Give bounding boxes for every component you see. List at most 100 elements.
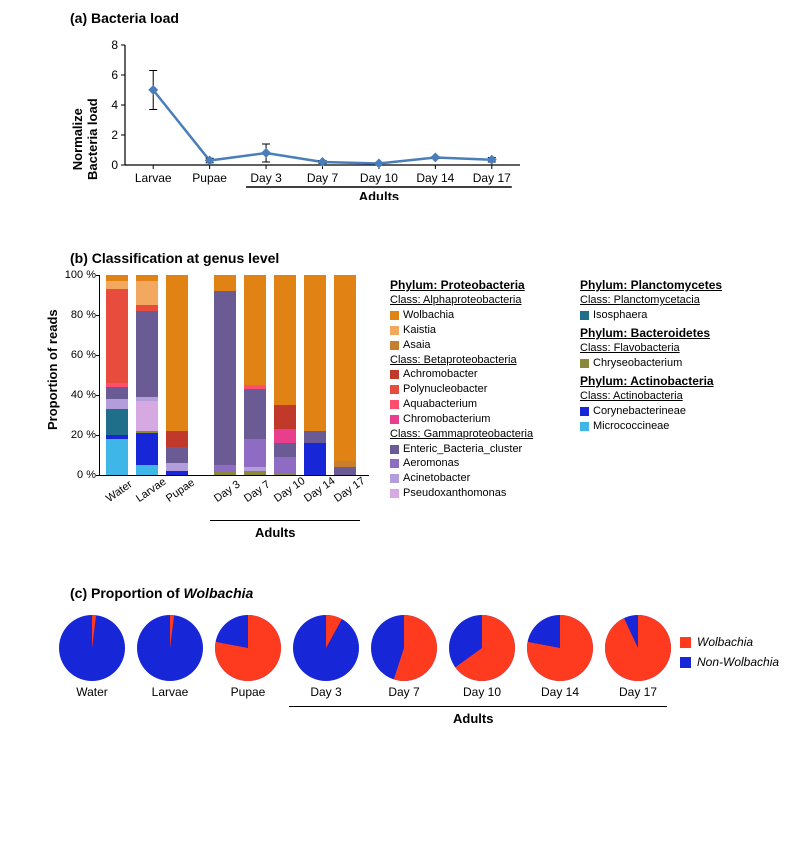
- svg-text:Day 17: Day 17: [473, 171, 511, 185]
- seg-wolbachia: [214, 275, 236, 291]
- panel-c: (c) Proportion of Wolbachia Water Larvae P…: [20, 585, 780, 825]
- legend-text: Pseudoxanthomonas: [403, 486, 506, 501]
- legend-swatch: [390, 445, 399, 454]
- legend-text: Corynebacterineae: [593, 404, 686, 419]
- seg-enteric_bacteria_cluster: [214, 291, 236, 465]
- legend-text: Chromobacterium: [403, 412, 490, 427]
- seg-enteric_bacteria_cluster: [106, 387, 128, 399]
- legend-phylum: Phylum: Bacteroidetes: [580, 325, 770, 341]
- seg-micrococcineae: [136, 465, 158, 475]
- legend-swatch: [390, 385, 399, 394]
- seg-corynebacterineae: [166, 471, 188, 475]
- svg-text:Day 14: Day 14: [416, 171, 454, 185]
- legend-class: Class: Planctomycetacia: [580, 293, 770, 308]
- seg-chryseobacterium: [274, 473, 296, 475]
- legend-class: Class: Flavobacteria: [580, 341, 770, 356]
- svg-text:Day 3: Day 3: [250, 171, 282, 185]
- legend-class: Class: Gammaproteobacteria: [390, 427, 580, 442]
- bar-label: Day 7: [242, 479, 272, 505]
- svg-text:Pupae: Pupae: [192, 171, 227, 185]
- seg-achromobacter: [274, 405, 296, 429]
- seg-enteric_bacteria_cluster: [274, 443, 296, 457]
- legend-text: Aquabacterium: [403, 397, 477, 412]
- seg-wolbachia: [304, 275, 326, 431]
- panel-b-ytick: 0 %: [62, 469, 96, 481]
- bar-label: Day 17: [332, 475, 367, 505]
- legend-item: Enteric_Bacteria_cluster: [390, 442, 580, 457]
- panel-b-ytick: 20 %: [62, 429, 96, 441]
- bar-label: Pupae: [164, 477, 197, 505]
- bar-day17: [334, 275, 356, 475]
- seg-kaistia: [136, 281, 158, 305]
- seg-enteric_bacteria_cluster: [334, 467, 356, 475]
- pie-label: Larvae: [133, 685, 207, 699]
- seg-acinetobacter: [166, 463, 188, 471]
- legend-swatch: [680, 637, 691, 648]
- seg-pseudoxanthomonas: [136, 401, 158, 431]
- svg-text:Larvae: Larvae: [135, 171, 172, 185]
- pie-label: Day 17: [601, 685, 675, 699]
- seg-chromobacterium: [274, 429, 296, 443]
- seg-aeromonas: [244, 439, 266, 467]
- legend-item: Aquabacterium: [390, 397, 580, 412]
- legend-class: Class: Betaproteobacteria: [390, 353, 580, 368]
- legend-text: Acinetobacter: [403, 471, 470, 486]
- bar-day14: [304, 275, 326, 475]
- bar-label: Larvae: [134, 476, 168, 505]
- seg-corynebacterineae: [304, 443, 326, 475]
- pie-water: Water: [55, 615, 129, 699]
- legend-item: Asaia: [390, 338, 580, 353]
- bar-water: [106, 275, 128, 475]
- legend-swatch: [580, 422, 589, 431]
- svg-text:2: 2: [111, 128, 118, 142]
- legend-swatch: [390, 474, 399, 483]
- pie-day14: Day 14: [523, 615, 597, 699]
- panel-c-title-prefix: (c) Proportion of: [70, 585, 184, 601]
- pie-label: Pupae: [211, 685, 285, 699]
- legend-text: Non-Wolbachia: [697, 655, 779, 669]
- seg-enteric_bacteria_cluster: [304, 431, 326, 443]
- legend-swatch: [680, 657, 691, 668]
- seg-wolbachia: [244, 275, 266, 385]
- legend-text: Wolbachia: [403, 308, 454, 323]
- panel-b-adults-label: Adults: [255, 525, 295, 540]
- legend-swatch: [390, 326, 399, 335]
- legend-phylum: Phylum: Proteobacteria: [390, 277, 580, 293]
- panel-a-chart: 02468LarvaePupaeDay 3Day 7Day 10Day 14Da…: [90, 40, 530, 200]
- panel-b-legend: Phylum: ProteobacteriaClass: Alphaproteo…: [390, 275, 790, 501]
- seg-enteric_bacteria_cluster: [244, 389, 266, 439]
- legend-class: Class: Alphaproteobacteria: [390, 293, 580, 308]
- panel-b-ytick: 60 %: [62, 349, 96, 361]
- legend-swatch: [580, 311, 589, 320]
- svg-text:0: 0: [111, 158, 118, 172]
- pie-label: Day 3: [289, 685, 363, 699]
- svg-text:Day 7: Day 7: [307, 171, 339, 185]
- bar-larvae: [136, 275, 158, 475]
- bar-label: Day 14: [302, 475, 337, 505]
- seg-isosphaera: [106, 409, 128, 435]
- pie-label: Day 7: [367, 685, 441, 699]
- seg-achromobacter: [166, 431, 188, 447]
- pie-larvae: Larvae: [133, 615, 207, 699]
- legend-item: Chromobacterium: [390, 412, 580, 427]
- seg-enteric_bacteria_cluster: [136, 311, 158, 397]
- bar-label: Water: [104, 478, 135, 504]
- svg-text:Day 10: Day 10: [360, 171, 398, 185]
- pie-pupae: Pupae: [211, 615, 285, 699]
- pie-label: Day 14: [523, 685, 597, 699]
- legend-item: Acinetobacter: [390, 471, 580, 486]
- legend-text: Micrococcineae: [593, 419, 669, 434]
- legend-swatch: [580, 359, 589, 368]
- legend-text: Polynucleobacter: [403, 382, 487, 397]
- panel-c-pies: Water Larvae Pupae Day 3 Day 7 Day 10 Day 14 Da…: [55, 615, 695, 745]
- panel-b-chart: 0 %20 %40 %60 %80 %100 %WaterLarvaePupae…: [100, 275, 370, 475]
- pie-day10: Day 10: [445, 615, 519, 699]
- legend-swatch: [390, 370, 399, 379]
- panel-c-title-ital: Wolbachia: [184, 585, 254, 601]
- seg-wolbachia: [274, 275, 296, 405]
- pie-label: Day 10: [445, 685, 519, 699]
- pie-day17: Day 17: [601, 615, 675, 699]
- panel-a: (a) Bacteria load Normalize Bacteria loa…: [30, 10, 770, 230]
- panel-b-ytick: 40 %: [62, 389, 96, 401]
- legend-item: Pseudoxanthomonas: [390, 486, 580, 501]
